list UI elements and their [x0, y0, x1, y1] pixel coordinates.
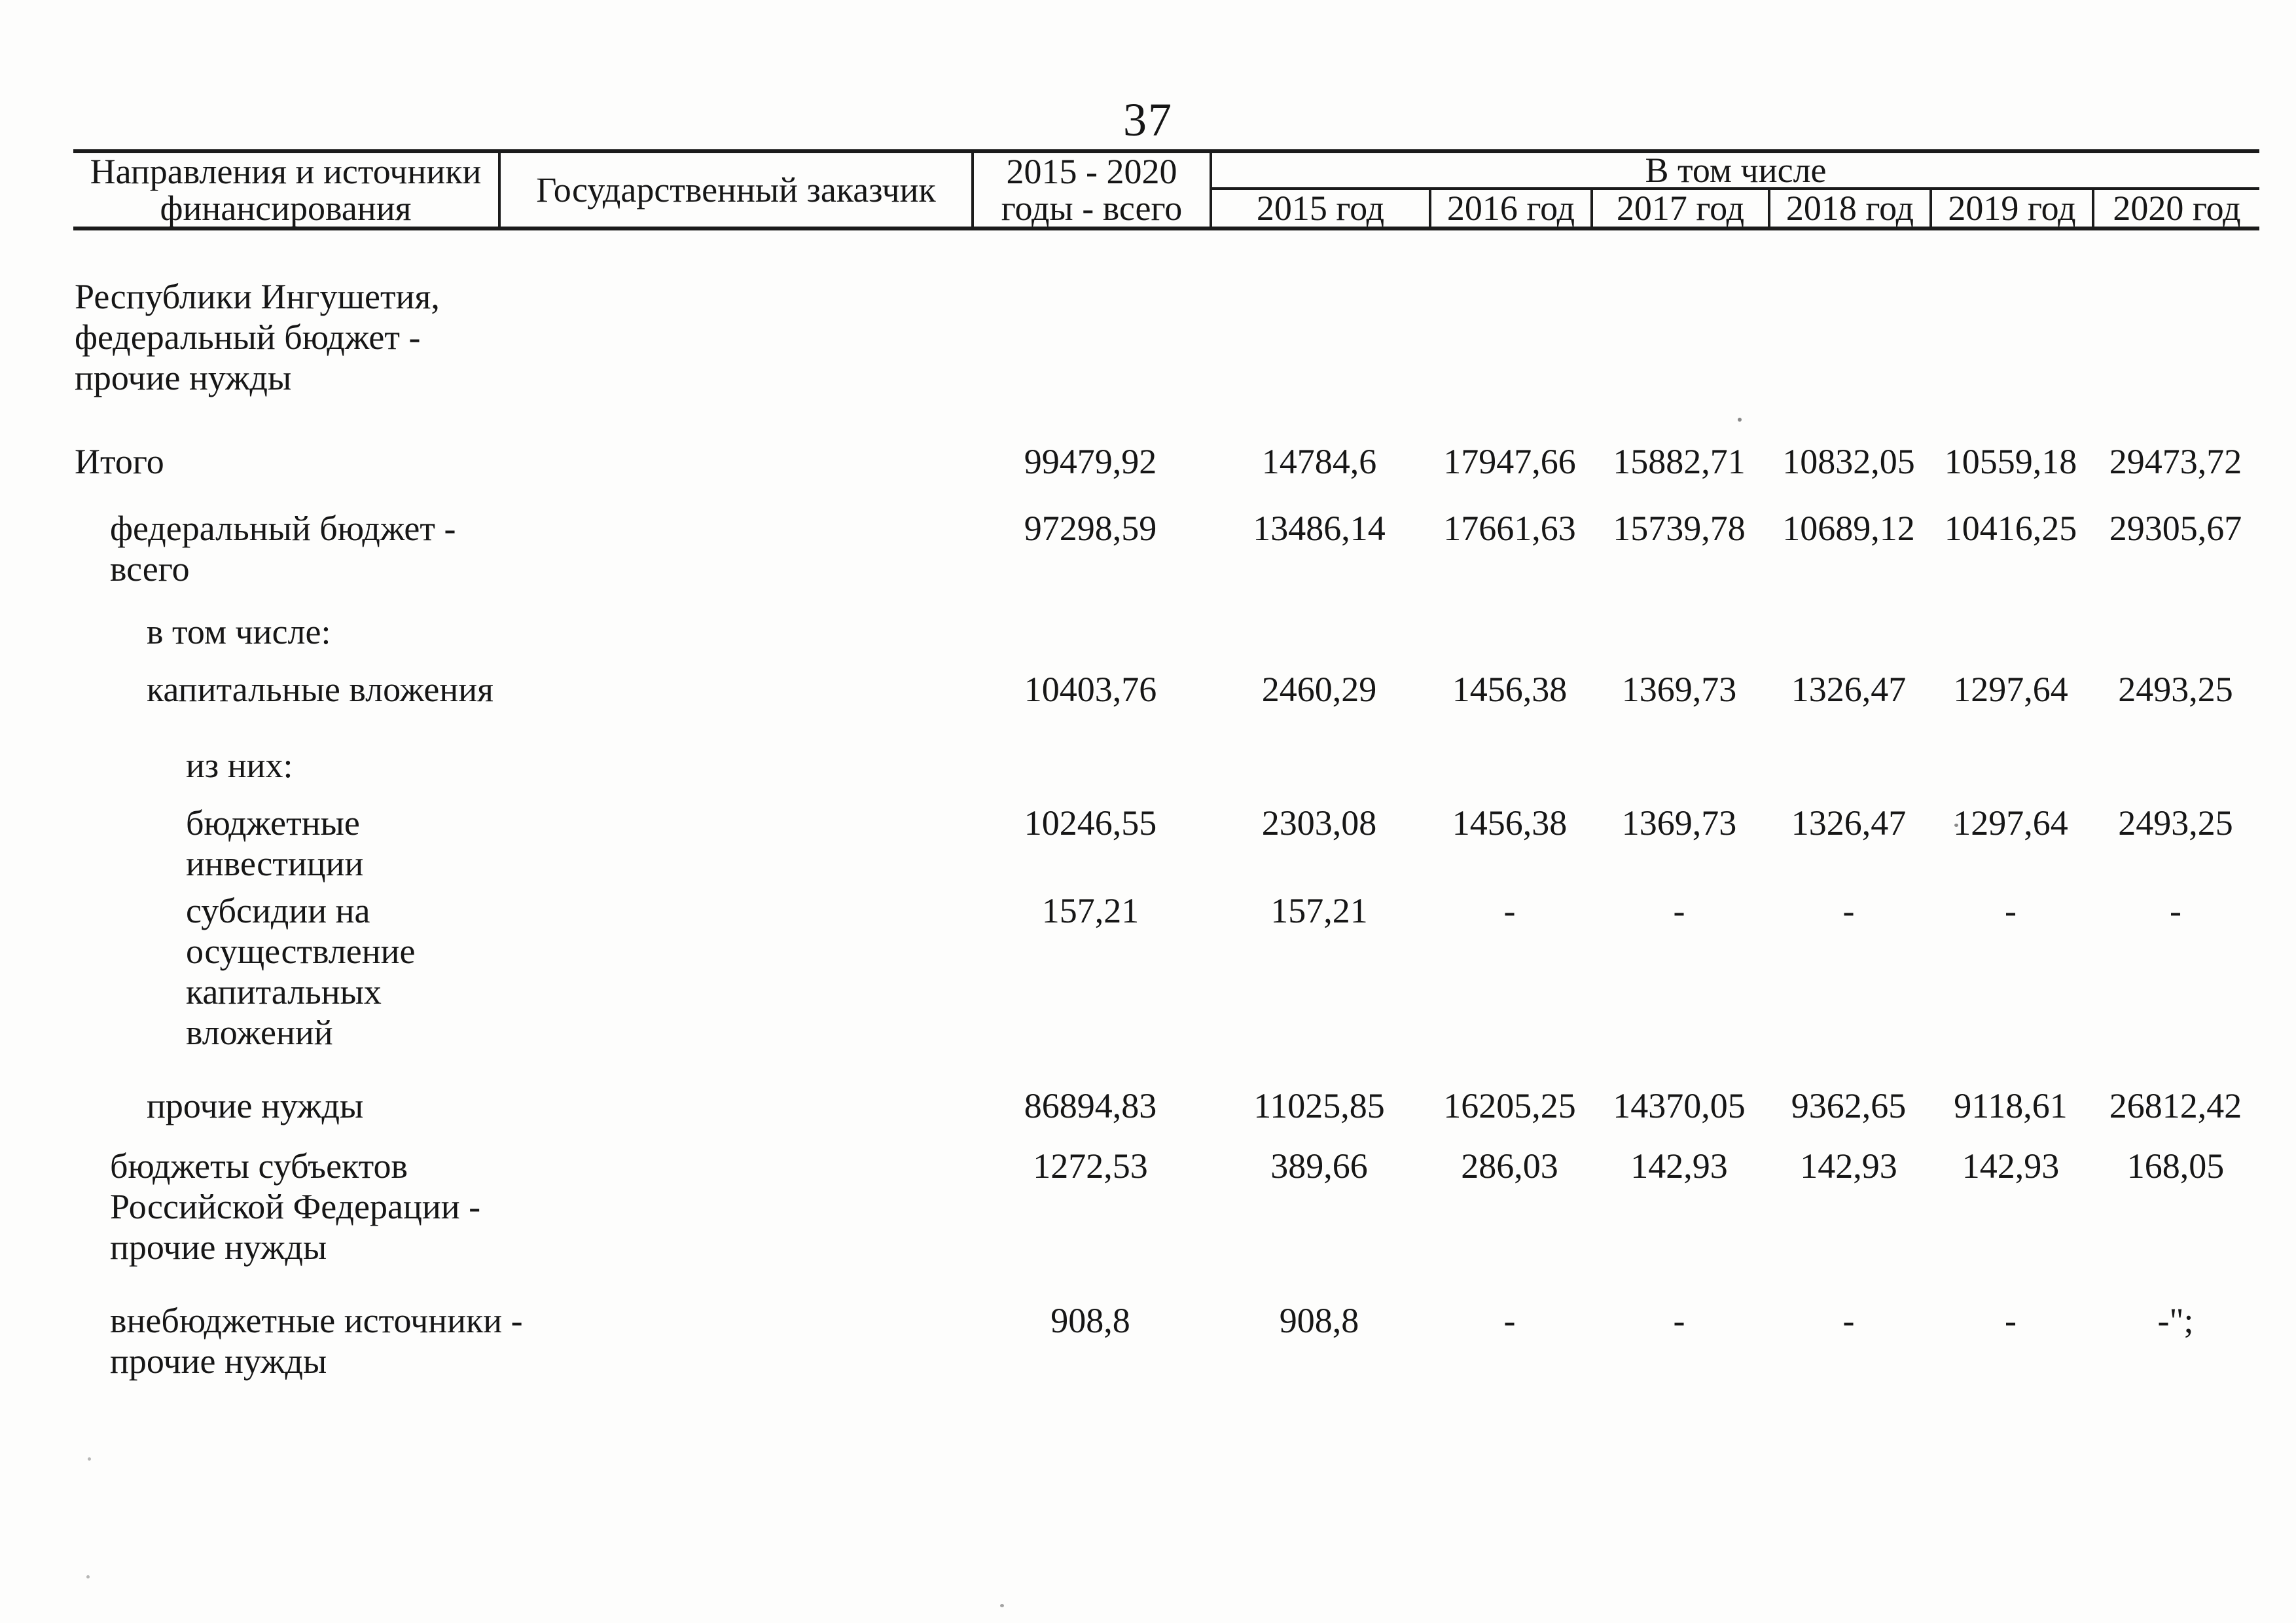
value-cell-2016: 286,03 [1461, 1146, 1558, 1186]
row-label: Итого [75, 442, 164, 481]
value-cell-2019: 1297,64 [1953, 670, 2068, 709]
value-cell-total: 99479,92 [1024, 442, 1157, 481]
scan-artifact-dot [1954, 824, 1958, 827]
value-cell-2017: 14370,05 [1613, 1086, 1746, 1125]
value-cell-2017: 1369,73 [1621, 670, 1737, 709]
value-cell-total: 10246,55 [1024, 803, 1157, 843]
value-cell-2016: - [1503, 1301, 1516, 1340]
value-cell-2015: 157,21 [1270, 891, 1368, 930]
header-year-2020: 2020 год [2092, 190, 2259, 227]
value-cell-2020: 29473,72 [2109, 442, 2242, 481]
header-year-2018: 2018 год [1768, 190, 1929, 227]
value-cell-2020: 2493,25 [2118, 803, 2233, 843]
header-directions-sources: Направления и источники финансирования [90, 153, 482, 227]
table-row-capital-investments: капитальные вложения 10403,76 2460,29 14… [73, 669, 2259, 710]
table-row-regional-budgets: бюджеты субъектов Российской Федерации -… [73, 1146, 2259, 1267]
value-cell-2020: 2493,25 [2118, 670, 2233, 709]
header-total-2015-2020: 2015 - 2020 годы - всего [971, 153, 1210, 227]
value-cell-2018: 10689,12 [1782, 509, 1915, 548]
financing-table: Направления и источники финансирования Г… [73, 149, 2259, 1381]
page-number: 37 [1123, 94, 1173, 146]
row-label: Республики Ингушетия, федеральный бюджет… [75, 277, 440, 397]
value-cell-2015: 13486,14 [1253, 509, 1386, 548]
value-cell-2016: 1456,38 [1452, 670, 1568, 709]
value-cell-2020: 26812,42 [2109, 1086, 2242, 1125]
value-cell-2018: - [1842, 891, 1855, 930]
table-row-of-them-heading: из них: [73, 745, 2259, 786]
value-cell-2015: 11025,85 [1253, 1086, 1385, 1125]
value-cell-total: 10403,76 [1024, 670, 1157, 709]
value-cell-2019: 9118,61 [1954, 1086, 2068, 1125]
header-state-customer: Государственный заказчик [498, 153, 971, 227]
value-cell-total: 86894,83 [1024, 1086, 1157, 1125]
row-label: федеральный бюджет - всего [110, 509, 456, 589]
row-label: из них: [186, 746, 293, 785]
header-year-2017: 2017 год [1590, 190, 1768, 227]
value-cell-2015: 2460,29 [1261, 670, 1377, 709]
value-cell-2016: 16205,25 [1443, 1086, 1576, 1125]
value-cell-2015: 14784,6 [1261, 442, 1377, 481]
value-cell-2016: 1456,38 [1452, 803, 1568, 843]
value-cell-2016: 17661,63 [1443, 509, 1576, 548]
scan-artifact-dot [88, 1457, 91, 1461]
header-year-2019: 2019 год [1929, 190, 2092, 227]
value-cell-total: 97298,59 [1024, 509, 1157, 548]
table-row-budget-investments: бюджетные инвестиции 10246,55 2303,08 14… [73, 803, 2259, 884]
row-label: прочие нужды [147, 1086, 364, 1125]
value-cell-2017: - [1673, 891, 1685, 930]
value-cell-2018: 9362,65 [1791, 1086, 1907, 1125]
row-label: в том числе: [147, 612, 331, 651]
header-including-group: В том числе [1210, 153, 2259, 190]
value-cell-2018: 1326,47 [1791, 670, 1907, 709]
header-year-2015: 2015 год [1210, 190, 1429, 227]
value-cell-2017: - [1673, 1301, 1685, 1340]
value-cell-2018: 1326,47 [1791, 803, 1907, 843]
value-cell-2018: 10832,05 [1782, 442, 1915, 481]
value-cell-2019: - [2005, 1301, 2017, 1340]
row-label: бюджетные инвестиции [186, 803, 364, 883]
value-cell-2019: 1297,64 [1953, 803, 2068, 843]
value-cell-2020: 168,05 [2126, 1146, 2225, 1186]
value-cell-2017: 15882,71 [1613, 442, 1746, 481]
value-cell-2019: 142,93 [1962, 1146, 2060, 1186]
value-cell-2016: 17947,66 [1443, 442, 1576, 481]
value-cell-2019: - [2005, 891, 2017, 930]
row-label: капитальные вложения [147, 670, 493, 709]
value-cell-2019: 10416,25 [1944, 509, 2077, 548]
row-label: бюджеты субъектов Российской Федерации -… [110, 1146, 481, 1267]
value-cell-2015: 2303,08 [1261, 803, 1377, 843]
value-cell-2016: - [1503, 891, 1516, 930]
value-cell-total: 908,8 [1050, 1301, 1130, 1340]
table-row-other-needs: прочие нужды 86894,83 11025,85 16205,25 … [73, 1085, 2259, 1126]
table-row-including-heading: в том числе: [73, 611, 2259, 652]
table-row-federal-budget-total: федеральный бюджет - всего 97298,59 1348… [73, 508, 2259, 589]
row-label: внебюджетные источники - прочие нужды [110, 1301, 523, 1381]
value-cell-2020: - [2170, 891, 2181, 930]
row-label: субсидии на осуществление капитальных вл… [186, 891, 416, 1052]
value-cell-2019: 10559,18 [1944, 442, 2077, 481]
scan-artifact-dot [86, 1575, 90, 1578]
table-row-total: Итого 99479,92 14784,6 17947,66 15882,71… [73, 441, 2259, 482]
value-cell-2017: 1369,73 [1621, 803, 1737, 843]
value-cell-2020: -"; [2157, 1301, 2194, 1340]
value-cell-2018: 142,93 [1800, 1146, 1897, 1186]
value-cell-2020: 29305,67 [2109, 509, 2242, 548]
table-row-extrabudgetary-sources: внебюджетные источники - прочие нужды 90… [73, 1300, 2259, 1381]
table-header: Направления и источники финансирования Г… [73, 149, 2259, 230]
value-cell-2017: 15739,78 [1613, 509, 1746, 548]
value-cell-2015: 908,8 [1279, 1301, 1359, 1340]
scan-artifact-dot [1000, 1604, 1004, 1607]
table-row-region-heading: Республики Ингушетия, федеральный бюджет… [73, 276, 2259, 398]
scan-artifact-dot [1738, 418, 1742, 422]
header-year-2016: 2016 год [1429, 190, 1590, 227]
value-cell-total: 1272,53 [1033, 1146, 1148, 1186]
table-row-subsidies-capital: субсидии на осуществление капитальных вл… [73, 890, 2259, 1053]
value-cell-2015: 389,66 [1270, 1146, 1368, 1186]
value-cell-2018: - [1842, 1301, 1855, 1340]
value-cell-2017: 142,93 [1630, 1146, 1728, 1186]
value-cell-total: 157,21 [1041, 891, 1139, 930]
